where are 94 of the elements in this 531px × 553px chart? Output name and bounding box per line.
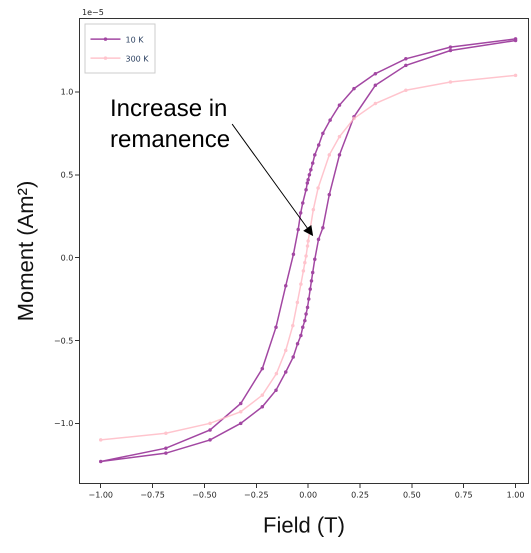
point	[284, 284, 288, 288]
point	[291, 355, 295, 359]
point	[448, 80, 452, 84]
point	[306, 181, 310, 185]
point	[298, 211, 302, 215]
point	[260, 405, 264, 409]
point	[306, 239, 310, 243]
x-axis-title: Field (T)	[263, 512, 345, 538]
x-tick-label: −0.50	[192, 490, 217, 500]
point	[321, 132, 325, 136]
point	[404, 57, 408, 61]
point	[328, 118, 332, 122]
point	[274, 388, 278, 392]
point	[238, 410, 242, 414]
point	[301, 201, 305, 205]
x-tick-label: 0.25	[351, 490, 369, 500]
point	[309, 168, 313, 172]
text: 1e−5	[82, 8, 104, 17]
legend-label: 10 K	[125, 35, 144, 44]
point	[306, 178, 310, 182]
x-tick-label: −0.75	[140, 490, 165, 500]
point	[308, 173, 312, 177]
point	[514, 74, 518, 78]
point	[302, 269, 306, 273]
point	[374, 102, 378, 106]
point	[274, 325, 278, 329]
point	[208, 428, 212, 432]
point	[208, 422, 212, 426]
point	[299, 334, 303, 338]
point	[310, 279, 314, 283]
point	[310, 270, 314, 274]
point	[238, 422, 242, 426]
point	[164, 451, 168, 455]
point	[164, 432, 168, 436]
y-tick-label: 1.0	[60, 88, 74, 97]
legend-label: 300 K	[125, 54, 150, 64]
point	[164, 446, 168, 450]
point	[338, 134, 342, 138]
x-tick-label: −1.00	[88, 490, 113, 500]
point	[328, 192, 332, 196]
x-tick-label: 0.00	[299, 490, 318, 500]
point	[292, 252, 296, 256]
point	[296, 228, 300, 232]
point	[316, 143, 320, 147]
point	[321, 226, 325, 230]
point	[284, 348, 288, 352]
point	[404, 88, 408, 92]
point	[338, 153, 342, 157]
point	[448, 45, 452, 49]
point	[328, 153, 332, 157]
point	[304, 254, 308, 258]
point	[404, 64, 408, 68]
point	[352, 86, 356, 90]
point	[304, 312, 308, 316]
point	[316, 238, 320, 242]
x-tick-label: 0.50	[402, 490, 421, 500]
point	[274, 372, 278, 376]
point	[316, 186, 320, 190]
point	[310, 161, 314, 165]
point	[260, 366, 264, 370]
point	[307, 297, 311, 301]
point	[338, 103, 342, 107]
point	[308, 287, 312, 291]
point	[208, 438, 212, 442]
point	[238, 402, 242, 406]
point	[98, 438, 102, 442]
x-tick-label: 1.00	[506, 490, 524, 500]
point	[313, 258, 317, 262]
point	[296, 342, 300, 346]
point	[296, 300, 300, 304]
y-axis-title: Moment (Am²)	[12, 180, 38, 322]
point	[301, 325, 305, 329]
x-tick-label: −0.25	[244, 490, 269, 500]
annotation: Increase in remanence	[110, 95, 230, 154]
point	[284, 370, 288, 374]
y-tick-label: 0.5	[60, 170, 74, 180]
point	[303, 318, 307, 322]
point	[291, 324, 295, 328]
point	[299, 282, 303, 286]
point	[374, 84, 378, 88]
point	[304, 188, 308, 192]
y-tick-label: −1.0	[54, 419, 74, 428]
point	[98, 460, 102, 464]
y-tick-label: −0.5	[54, 336, 74, 346]
point	[306, 306, 310, 310]
point	[303, 260, 307, 264]
y-tick-label: 0.0	[60, 253, 74, 262]
point	[374, 72, 378, 76]
point	[260, 393, 264, 397]
point	[448, 48, 452, 52]
x-tick-label: 0.75	[454, 490, 473, 500]
point	[306, 244, 310, 248]
point	[312, 208, 316, 212]
point	[313, 153, 317, 157]
